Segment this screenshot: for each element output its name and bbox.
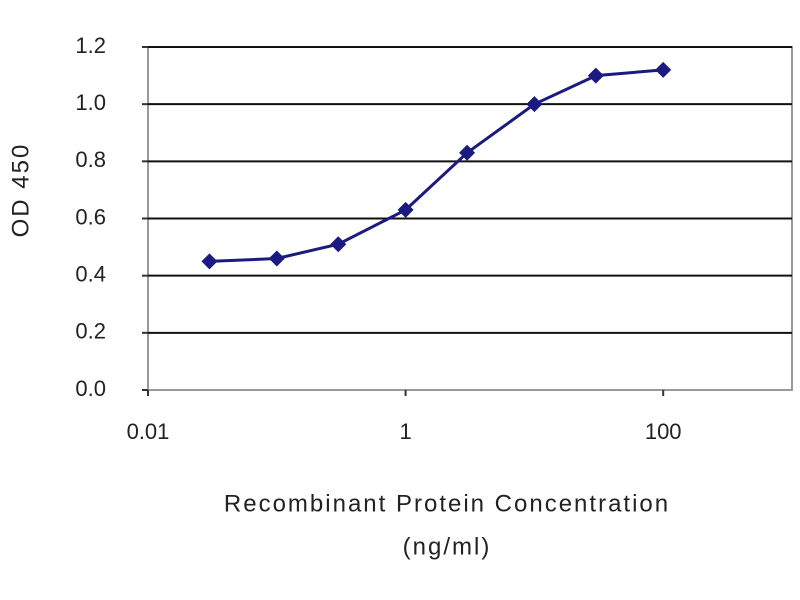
y-tick-label: 0.6 — [75, 204, 106, 229]
marker — [397, 201, 414, 218]
marker — [587, 67, 604, 84]
marker — [655, 61, 672, 78]
marker — [330, 236, 347, 253]
y-axis-label: OD 450 — [7, 143, 34, 238]
marker — [526, 96, 543, 113]
marker — [268, 250, 285, 267]
series-line — [209, 68, 664, 263]
marker — [201, 253, 218, 270]
x-tick-label: 1 — [399, 419, 411, 444]
x-tick-label: 0.01 — [127, 419, 170, 444]
y-tick-label: 0.4 — [75, 261, 106, 286]
y-tick-label: 0.2 — [75, 319, 106, 344]
y-tick-label: 1.0 — [75, 90, 106, 115]
y-tick-label: 0.8 — [75, 147, 106, 172]
x-axis-label: Recombinant Protein Concentration — [224, 490, 670, 517]
x-axis-unit: (ng/ml) — [403, 533, 492, 560]
x-tick-label: 100 — [645, 419, 682, 444]
y-tick-label: 1.2 — [75, 33, 106, 58]
marker — [459, 144, 476, 161]
y-tick-label: 0.0 — [75, 376, 106, 401]
